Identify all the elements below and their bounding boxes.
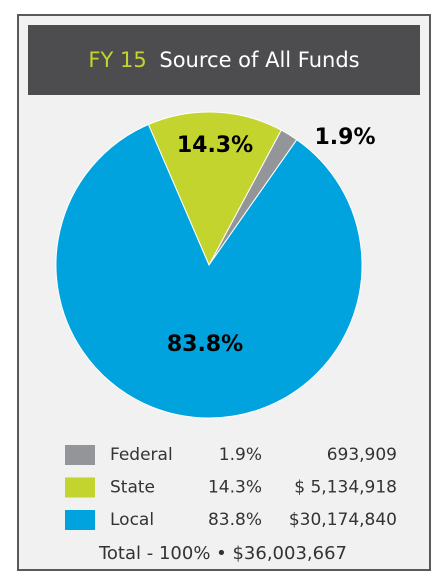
legend-amount: $ 5,134,918 xyxy=(294,478,397,498)
slice-label: 1.9% xyxy=(314,125,375,150)
legend-label: State xyxy=(110,478,155,498)
legend-swatch xyxy=(65,445,95,465)
slice-label: 83.8% xyxy=(167,332,243,357)
legend-swatch xyxy=(65,477,95,498)
slice-label: 14.3% xyxy=(177,133,253,158)
legend-amount: $30,174,840 xyxy=(289,510,397,530)
legend-percent: 1.9% xyxy=(219,445,262,465)
pie-slice xyxy=(147,111,282,267)
title-bar xyxy=(28,25,420,95)
legend-label: Local xyxy=(110,510,154,530)
total: Total - 100% • $36,003,667 xyxy=(98,543,347,564)
title-highlight: FY 15 xyxy=(88,48,146,72)
pie-slice xyxy=(55,123,363,419)
legend-amount: 693,909 xyxy=(327,445,397,465)
title-text: Source of All Funds xyxy=(159,48,359,72)
legend-percent: 14.3% xyxy=(208,478,262,498)
chart-title: FY 15 Source of All Funds xyxy=(88,48,359,72)
legend-label: Federal xyxy=(110,445,173,465)
legend-percent: 83.8% xyxy=(208,510,262,530)
legend-swatch xyxy=(65,510,95,530)
